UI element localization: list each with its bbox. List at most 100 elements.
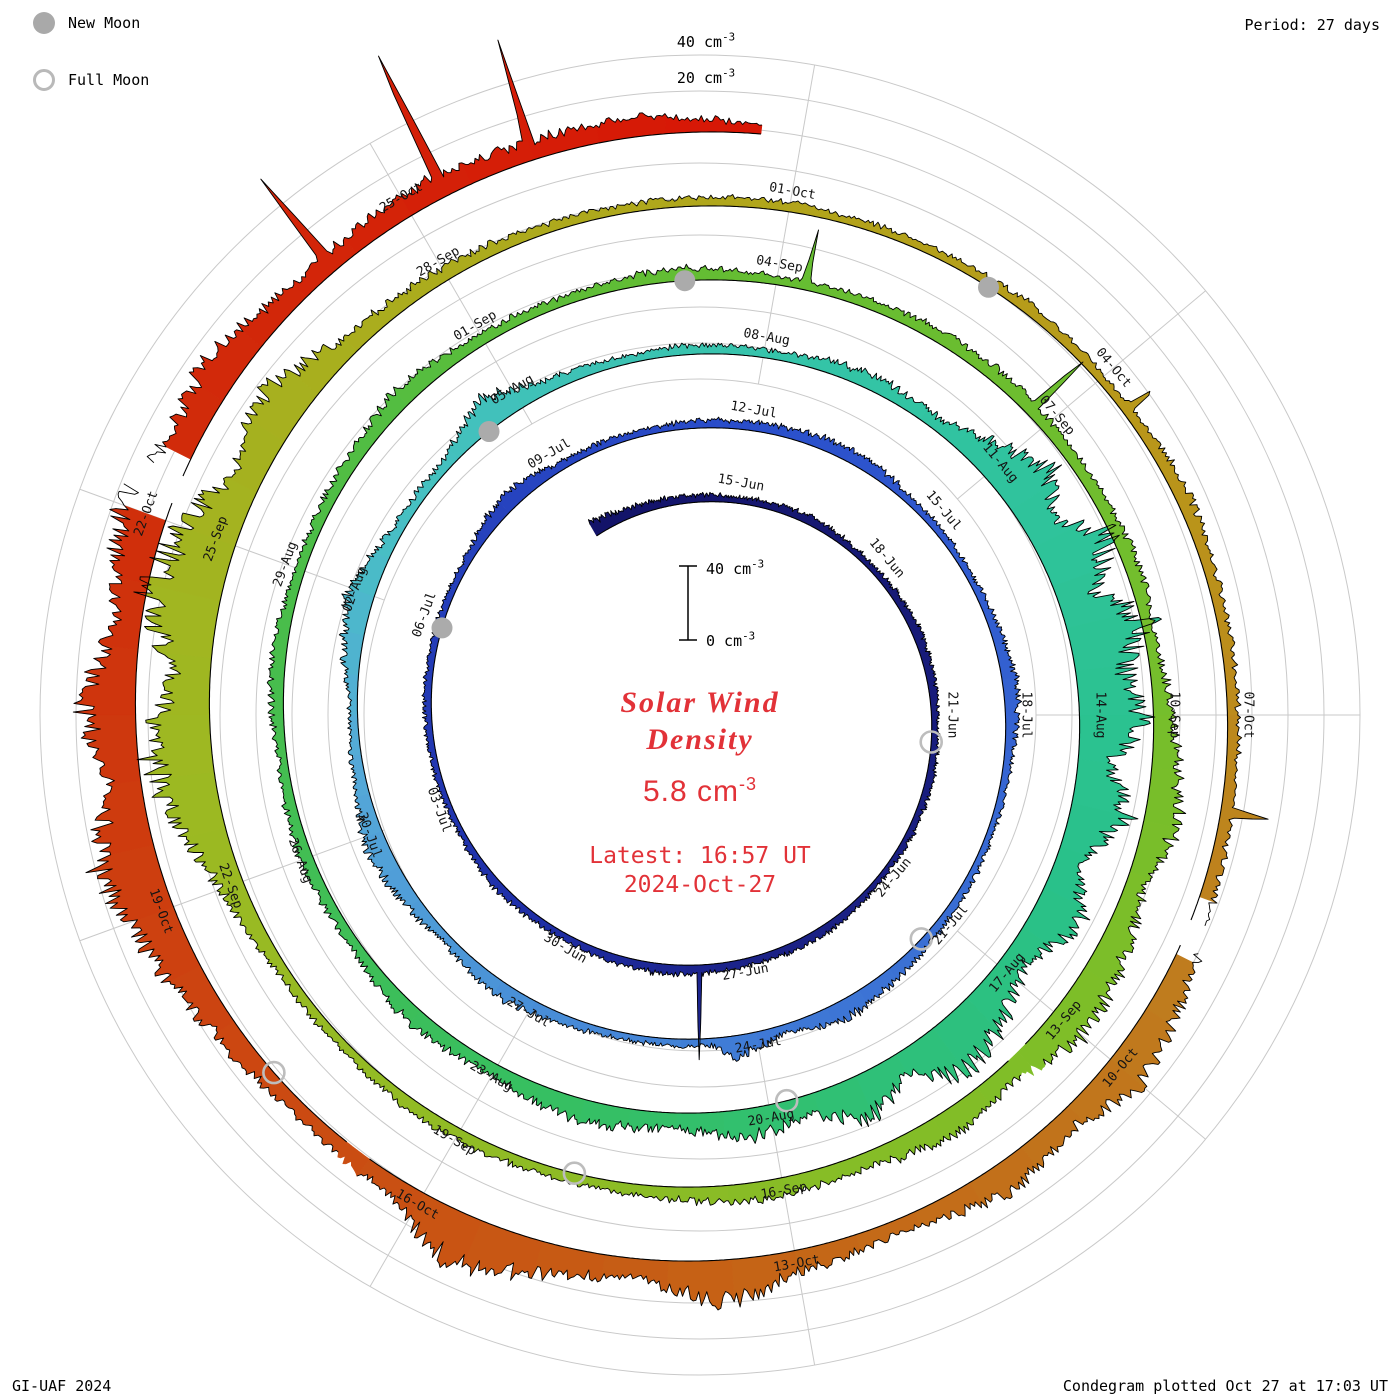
- latest-timestamp: Latest: 16:57 UT 2024-Oct-27: [0, 842, 1400, 900]
- density-fill-segment: [875, 469, 908, 501]
- grid-spoke: [369, 143, 533, 425]
- scale-layer: 40 cm-3 20 cm-3 40 cm-3 0 cm-3: [677, 30, 764, 650]
- scalebar-bottom-label: 0 cm-3: [706, 629, 755, 650]
- density-fill-segment: [447, 558, 471, 593]
- full-moon-icon: [33, 69, 55, 91]
- grid-spoke: [369, 1005, 533, 1287]
- density-fill-segment: [517, 902, 547, 929]
- density-fill-segment: [1210, 590, 1236, 655]
- full-moon-marker: [774, 1088, 799, 1113]
- latest-date: 2024-Oct-27: [623, 872, 777, 898]
- full-moon-marker: [262, 1060, 286, 1085]
- density-fill-segment: [649, 419, 684, 435]
- legend-new-moon: New Moon: [33, 11, 149, 35]
- density-fill-segment: [348, 939, 388, 987]
- new-moon-icon: [33, 12, 55, 34]
- date-label: 21-Jun: [944, 692, 959, 739]
- date-label: 15-Jun: [716, 472, 765, 495]
- density-fill-segment: [362, 1064, 415, 1109]
- moon-layer: [262, 270, 999, 1185]
- density-fill-segment: [1146, 953, 1196, 1022]
- spiral-baseline: [369, 944, 1181, 1262]
- density-fill-segment: [1166, 474, 1206, 537]
- density-fill-segment: [963, 348, 1014, 393]
- grid-spoke: [757, 64, 816, 385]
- date-label: 07-Oct: [1240, 692, 1255, 739]
- date-label: 15-Jul: [923, 488, 965, 534]
- spiral-baseline: [282, 279, 1155, 1114]
- full-moon-marker: [919, 730, 944, 754]
- spiral-baseline: [182, 131, 762, 477]
- date-label: 18-Jun: [866, 536, 908, 582]
- density-trace: [72, 483, 339, 1153]
- density-fill-segment: [846, 215, 908, 244]
- density-fill-segment: [976, 1051, 1035, 1107]
- density-fill-segment: [436, 929, 472, 967]
- new-moon-marker: [431, 617, 453, 639]
- date-label: 08-Aug: [742, 326, 791, 349]
- density-fill-segment: [531, 1084, 586, 1125]
- scalebar-top-label: 40 cm-3: [706, 557, 764, 578]
- density-fill-segment: [636, 343, 680, 362]
- density-fill-segment: [323, 1024, 371, 1074]
- density-trace: [266, 229, 1187, 1144]
- density-fill-segment: [462, 956, 503, 995]
- date-label: 12-Jul: [729, 399, 778, 422]
- grid-spoke: [757, 1045, 816, 1366]
- density-fill-segment: [762, 347, 808, 367]
- density-fill-segment: [788, 200, 850, 225]
- center-text: Solar Wind Density 5.8 cm-3 Latest: 16:5…: [0, 684, 1400, 900]
- density-fill-segment: [311, 1118, 370, 1177]
- density-fill-segment: [883, 380, 930, 420]
- chart-title: Solar Wind Density: [0, 684, 1400, 758]
- outer-scale-label: 40 cm-3: [677, 30, 735, 51]
- plotted-label: Condegram plotted Oct 27 at 17:03 UT: [1062, 1377, 1388, 1395]
- period-label: Period: 27 days: [1244, 16, 1380, 34]
- date-label: 14-Aug: [1092, 692, 1107, 739]
- density-fill-segment: [785, 506, 815, 526]
- chart-title-line2: Density: [646, 723, 754, 756]
- density-fill-segment: [901, 608, 925, 638]
- density-fill-segment: [375, 977, 422, 1023]
- outer-scale-label: 20 cm-3: [677, 66, 735, 87]
- density-fill-segment: [98, 576, 149, 650]
- density-fill-segment: [268, 615, 293, 667]
- density-fill-segment: [396, 480, 432, 524]
- density-fill-segment: [826, 989, 869, 1025]
- new-moon-marker: [978, 276, 999, 298]
- density-fill-segment: [393, 358, 446, 406]
- density-fill-segment: [260, 178, 357, 298]
- legend-full-moon-label: Full Moon: [68, 71, 150, 89]
- density-trace: [356, 953, 1203, 1311]
- density-fill-segment: [420, 448, 459, 490]
- spiral-baseline: [134, 502, 348, 1143]
- density-trace: [133, 194, 1269, 1207]
- density-fill-segment: [213, 1021, 275, 1084]
- latest-density-value: 5.8 cm-3: [0, 774, 1400, 809]
- density-fill-segment: [252, 932, 297, 986]
- full-moon-marker: [562, 1161, 587, 1185]
- moon-legend: New Moon Full Moon: [33, 11, 149, 125]
- legend-new-moon-label: New Moon: [68, 14, 141, 32]
- density-fill-segment: [920, 321, 973, 361]
- density-trace: [146, 39, 763, 464]
- latest-density-main: 5.8 cm: [642, 775, 739, 808]
- density-fill-segment: [967, 576, 992, 613]
- density-fill-segment: [288, 980, 331, 1032]
- date-label: 01-Oct: [768, 180, 817, 203]
- latest-density-sup: -3: [739, 774, 758, 794]
- density-fill-segment: [1134, 423, 1180, 482]
- density-fill-segment: [373, 515, 409, 560]
- density-fill-segment: [761, 500, 791, 516]
- density-fill-segment: [1008, 292, 1062, 339]
- density-fill-segment: [932, 1087, 992, 1141]
- date-label: 10-Sep: [1166, 692, 1181, 739]
- density-fill-segment: [851, 549, 876, 572]
- density-fill-segment: [162, 385, 224, 460]
- density-fill-segment: [310, 474, 347, 527]
- legend-full-moon: Full Moon: [33, 68, 149, 92]
- density-fill-segment: [873, 302, 927, 334]
- latest-time: Latest: 16:57 UT: [589, 843, 811, 869]
